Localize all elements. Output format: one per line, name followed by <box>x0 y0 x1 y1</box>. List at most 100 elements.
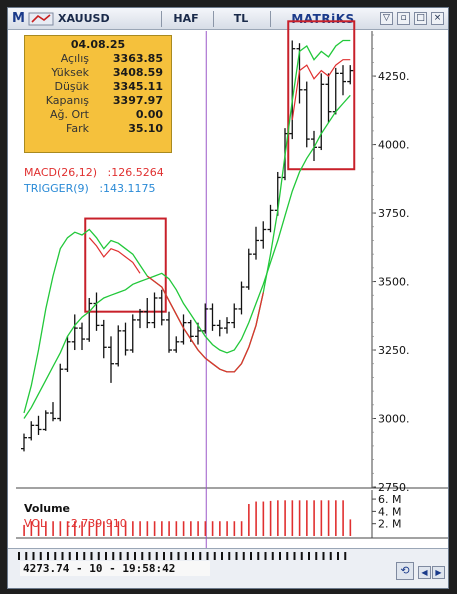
minimize-icon[interactable]: ▫ <box>397 12 410 25</box>
volume-bar <box>161 521 163 536</box>
strip-tick <box>184 552 187 560</box>
volume-bar <box>117 521 120 536</box>
ohlc-bar <box>231 303 238 329</box>
title-separator <box>161 11 162 27</box>
y-tick-label: 3750. <box>378 207 410 220</box>
strip-tick <box>141 552 144 560</box>
strip-tick <box>126 552 129 560</box>
strip-tick <box>105 552 107 560</box>
strip-tick <box>134 552 136 560</box>
maximize-icon[interactable]: □ <box>414 12 427 25</box>
strip-tick <box>337 552 339 560</box>
y-tick-label: 2750. <box>378 481 410 494</box>
strip-tick <box>83 552 86 560</box>
y-tick-label: 3250. <box>378 344 410 357</box>
vol-tick-label: 4. M <box>378 505 401 518</box>
title-separator <box>270 11 271 27</box>
strip-tick <box>264 552 267 560</box>
strip-tick <box>192 552 194 560</box>
strip-tick <box>97 552 100 560</box>
ohlc-bar <box>173 336 180 353</box>
volume-bar <box>306 500 308 536</box>
info-row: Yüksek 3408.59 <box>51 66 163 79</box>
volume-bar <box>255 501 257 536</box>
volume-bar <box>269 500 272 536</box>
strip-tick <box>293 552 296 560</box>
ohlc-bar <box>289 40 296 140</box>
close-icon[interactable]: × <box>431 12 444 25</box>
strip-tick <box>54 552 57 560</box>
strip-tick <box>315 552 318 560</box>
strip-tick <box>322 552 325 560</box>
volume-bar <box>175 521 178 536</box>
strip-tick <box>61 552 64 560</box>
volume-bar <box>146 521 149 536</box>
ohlc-bar <box>108 336 114 383</box>
volume-bar <box>30 521 33 536</box>
ohlc-bar <box>245 248 252 290</box>
scroll-right-icon[interactable]: ▶ <box>432 566 445 579</box>
ohlc-bar <box>42 410 49 431</box>
strip-tick <box>177 552 180 560</box>
dropdown-icon[interactable]: ▽ <box>380 12 393 25</box>
ohlc-bar <box>129 314 136 353</box>
strip-tick <box>155 552 158 560</box>
chart-window: M XAUUSD HAF TL MATRiKS ▽ ▫ □ × 4250. 400… <box>7 7 449 589</box>
strip-tick <box>242 552 245 560</box>
volume-bar <box>153 521 156 536</box>
volume-bar <box>298 500 301 536</box>
strip-tick <box>221 552 223 560</box>
ohlc-bar <box>57 363 64 422</box>
volume-bar <box>284 500 286 536</box>
y-tick-label: 3000. <box>378 413 410 426</box>
vol-tick-label: 6. M <box>378 493 401 506</box>
ohlc-bar <box>216 319 223 337</box>
ohlc-bar <box>347 65 354 85</box>
ohlc-bar <box>166 311 172 353</box>
ohlc-bar <box>28 421 35 441</box>
menu-button[interactable]: M <box>12 11 25 26</box>
strip-tick <box>39 552 42 560</box>
time-scroll-strip[interactable] <box>15 551 355 561</box>
ohlc-bar <box>238 281 245 315</box>
vol-tick-label: 2. M <box>378 518 401 531</box>
strip-tick <box>90 552 93 560</box>
info-row: Açılış 3363.85 <box>60 52 163 65</box>
volume-bar <box>132 521 134 536</box>
y-tick-label: 4250. <box>378 70 410 83</box>
symbol-picker-icon[interactable] <box>28 12 54 26</box>
ohlc-bar <box>137 308 143 329</box>
strip-tick <box>112 552 115 560</box>
period-button[interactable]: HAF <box>173 12 199 25</box>
trigger-series-line <box>23 94 351 419</box>
ohlc-bar <box>64 336 71 372</box>
volume-bar <box>81 521 83 536</box>
status-bar: 4273.74 - 10 - 19:58:42 ⟲ ◀ ▶ <box>8 548 448 588</box>
volume-bar <box>211 521 214 536</box>
strip-tick <box>286 552 289 560</box>
strip-tick <box>119 552 122 560</box>
volume-bar <box>52 521 54 536</box>
strip-tick <box>300 552 303 560</box>
strip-tick <box>308 552 310 560</box>
strip-tick <box>279 552 281 560</box>
ohlc-bar <box>340 65 346 96</box>
ohlc-bar <box>79 322 85 351</box>
symbol-name[interactable]: XAUUSD <box>58 12 110 25</box>
ohlc-bar <box>180 314 187 345</box>
currency-button[interactable]: TL <box>233 12 249 25</box>
info-date: 04.08.25 <box>70 38 126 51</box>
info-row: Ağ. Ort 0.00 <box>50 108 163 121</box>
strip-tick <box>271 552 274 560</box>
refresh-icon[interactable]: ⟲ <box>396 562 414 580</box>
strip-tick <box>68 552 71 560</box>
volume-bar <box>277 500 279 536</box>
strip-tick <box>76 552 78 560</box>
ohlc-bar <box>209 303 216 331</box>
volume-bar <box>95 521 98 536</box>
scroll-left-icon[interactable]: ◀ <box>418 566 431 579</box>
macd-upper-segment <box>291 59 351 120</box>
strip-tick <box>163 552 165 560</box>
volume-bar <box>291 500 294 536</box>
brand-logo: MATRiKS <box>291 12 355 26</box>
